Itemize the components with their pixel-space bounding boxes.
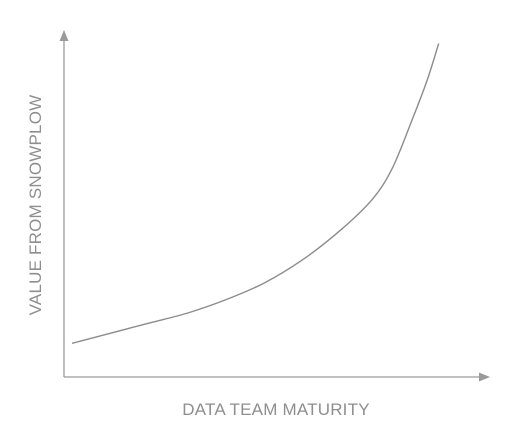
- x-axis: [64, 372, 490, 382]
- x-axis-arrowhead: [479, 372, 490, 382]
- x-axis-label: DATA TEAM MATURITY: [182, 400, 369, 419]
- y-axis: [59, 30, 69, 377]
- series-line: [71, 43, 440, 344]
- y-axis-arrowhead: [59, 30, 69, 41]
- y-axis-label: VALUE FROM SNOWPLOW: [26, 95, 45, 316]
